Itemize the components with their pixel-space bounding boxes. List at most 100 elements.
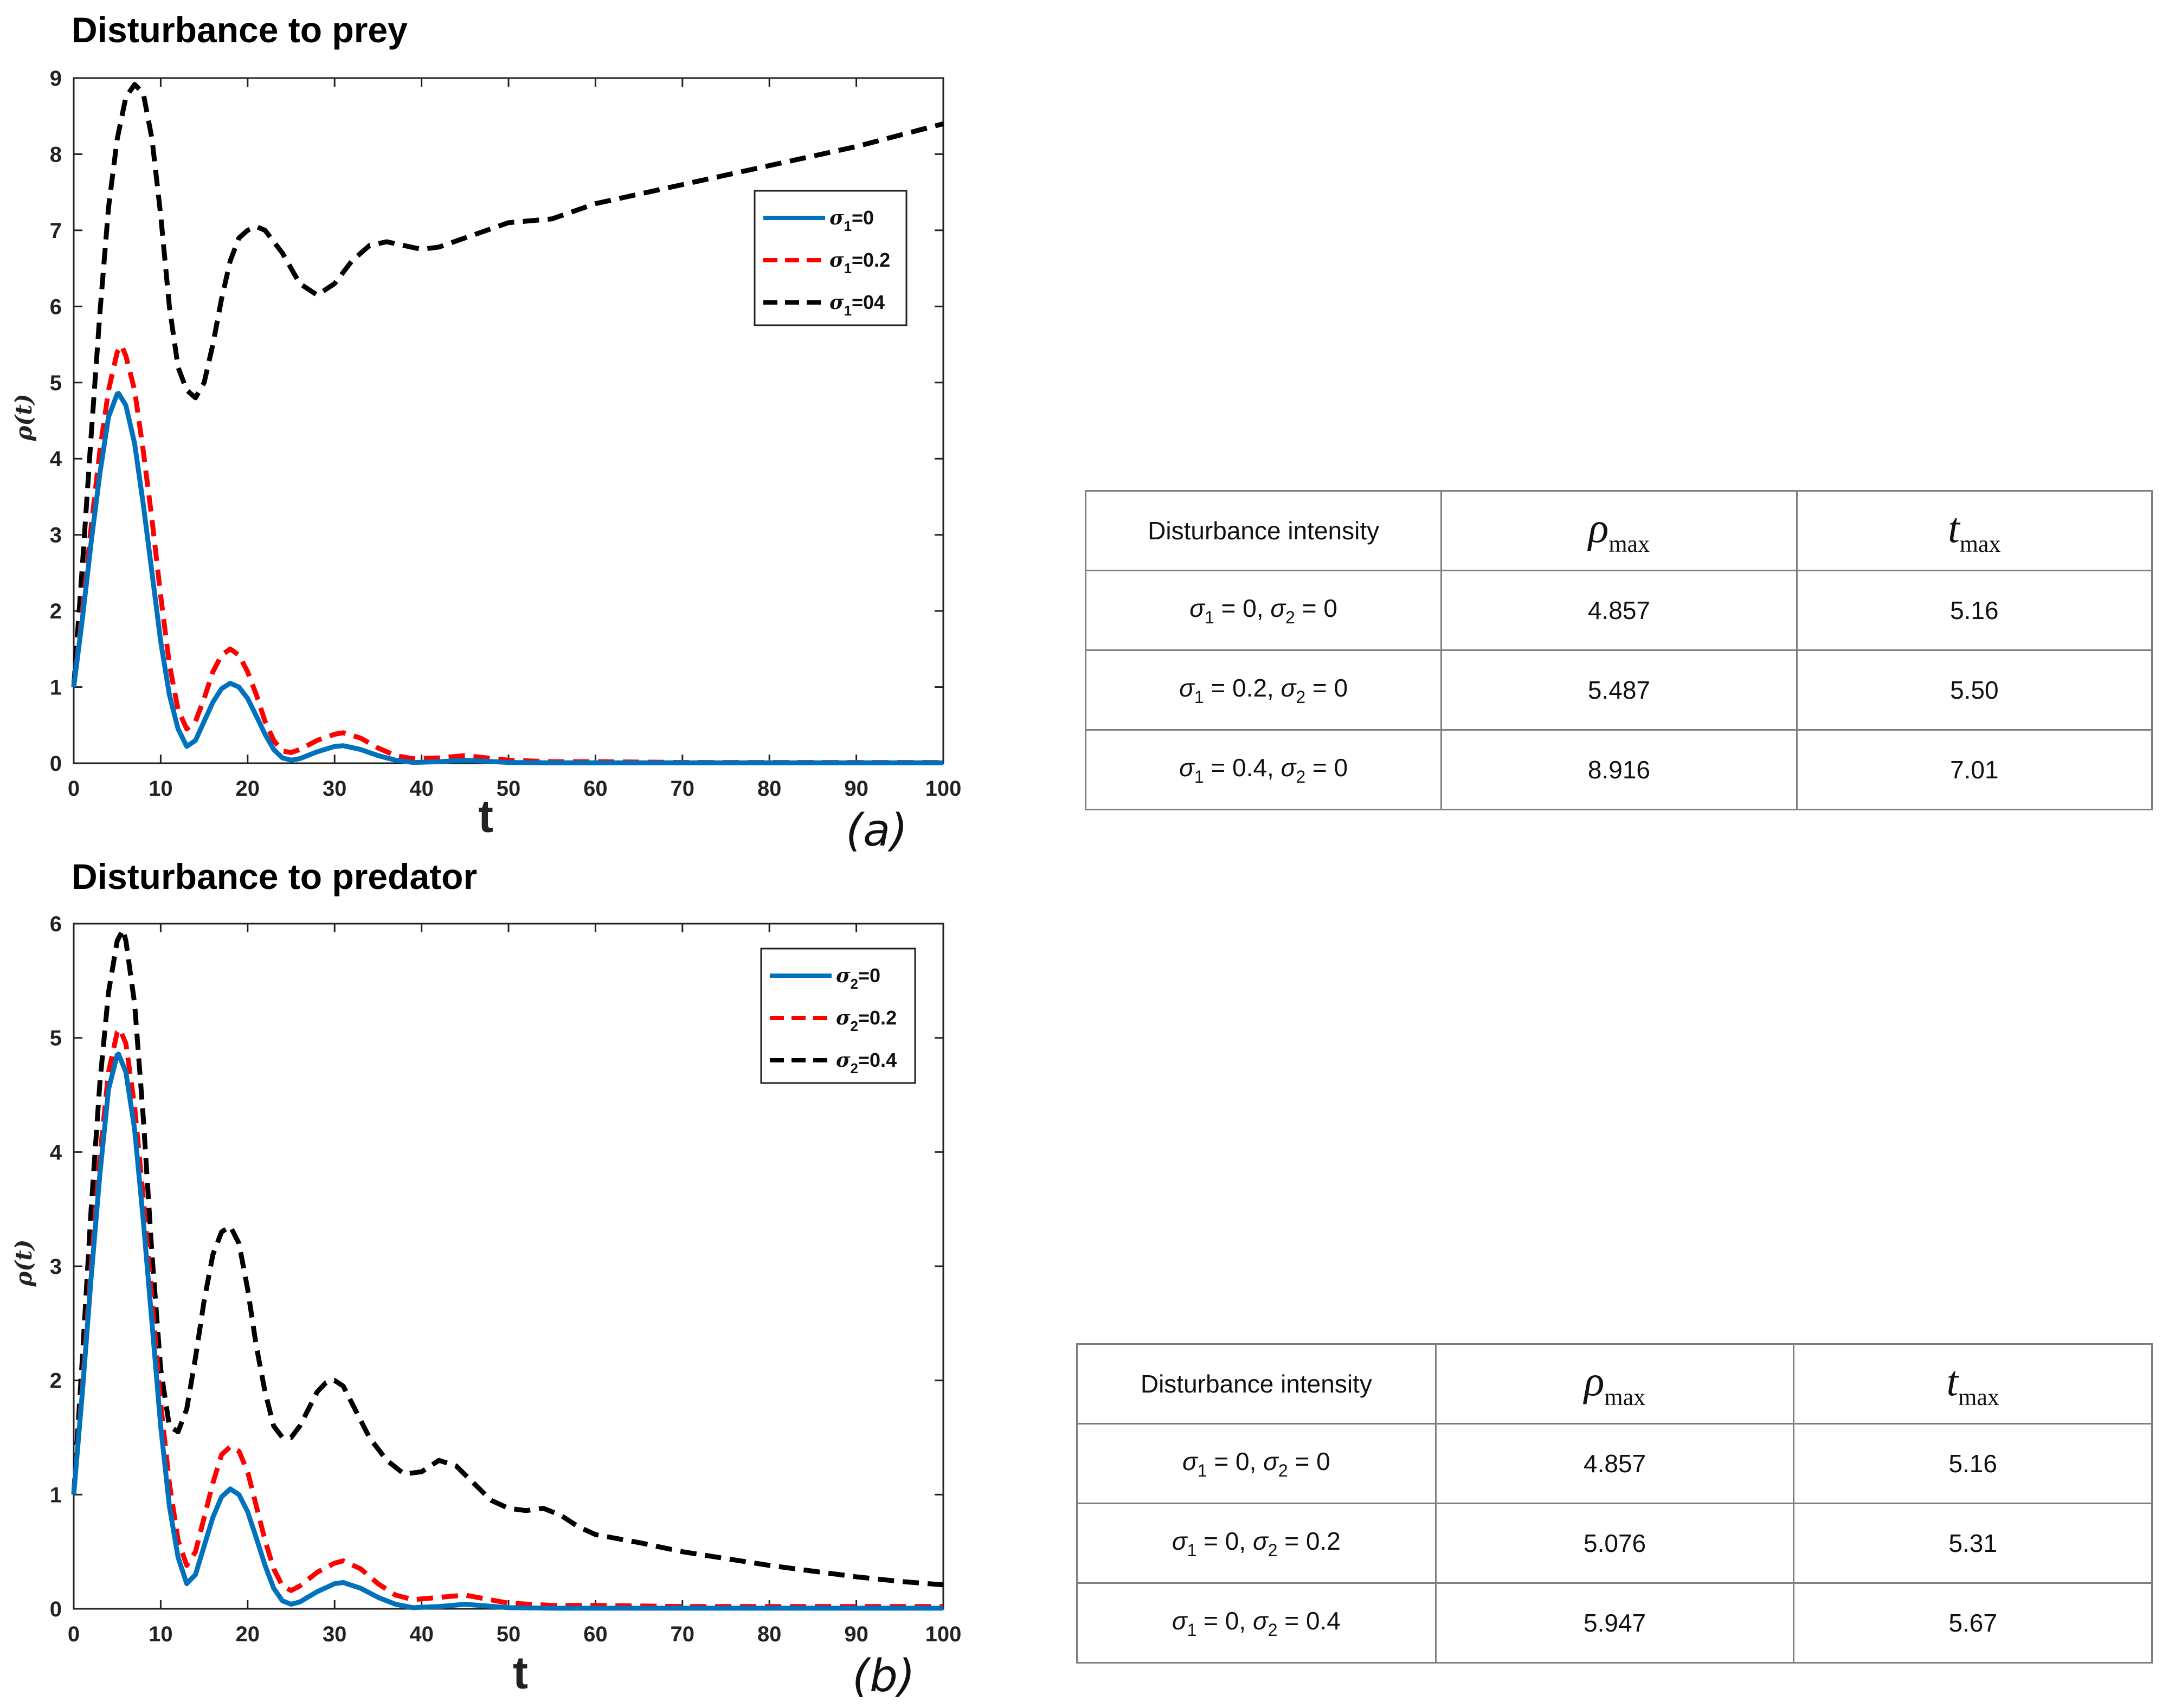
intensity-cell: σ1 = 0, σ2 = 0	[1084, 570, 1443, 651]
chart-prey: Disturbance to prey 0 10 20 30 40 50 60 70 80 90 1…	[10, 10, 961, 856]
x-tick-label: 100	[925, 777, 962, 801]
chart-title-prey: Disturbance to prey	[72, 10, 408, 50]
y-tick-label: 2	[50, 600, 62, 623]
axis-ticks-predator: 0 10 20 30 40 50 60 70 80 90 100 0 1 2 3 4 5 6	[50, 912, 962, 1646]
panel-label-b: (b)	[852, 1651, 915, 1702]
plot-area-prey	[73, 77, 944, 764]
y-tick-label: 5	[50, 371, 62, 395]
header-disturbance-intensity: Disturbance intensity	[1084, 490, 1443, 571]
y-axis-label-predator: ρ(t)	[10, 1239, 37, 1287]
rho-max-cell: 5.076	[1434, 1503, 1795, 1584]
results-table-prey: Disturbance intensity ρmax tmax σ1 = 0, …	[1084, 490, 2153, 810]
y-tick-label: 5	[50, 1027, 62, 1050]
results-table-predator: Disturbance intensity ρmax tmax σ1 = 0, …	[1076, 1343, 2153, 1664]
t-max-cell: 5.16	[1793, 1423, 2153, 1504]
series-line-1	[71, 343, 943, 765]
t-max-cell: 5.31	[1793, 1503, 2153, 1584]
chart-predator: Disturbance to predator 0 10 20 30 40 50 60 70 8…	[10, 856, 961, 1702]
x-tick-label: 50	[497, 777, 521, 801]
y-tick-label: 8	[50, 143, 62, 166]
legend-prey: σ1=0 σ1=0.2 σ1=04	[754, 190, 908, 326]
y-tick-label: 0	[50, 1597, 62, 1621]
y-tick-label: 1	[50, 1483, 62, 1507]
series-lines-predator	[71, 927, 944, 1611]
y-axis-label-prey: ρ(t)	[10, 394, 37, 441]
y-tick-label: 7	[50, 219, 62, 243]
x-tick-label: 40	[409, 777, 434, 801]
legend-box-predator	[760, 948, 916, 1084]
x-tick-label: 80	[757, 777, 782, 801]
header-rho-max: ρmax	[1434, 1343, 1795, 1425]
rho-max-cell: 5.947	[1434, 1582, 1795, 1664]
table-row: σ1 = 0, σ2 = 0 4.857 5.16	[1084, 570, 2153, 651]
x-tick-label: 100	[925, 1622, 962, 1646]
header-rho-max: ρmax	[1440, 490, 1798, 571]
x-tick-label: 10	[149, 1622, 173, 1646]
table-row: σ1 = 0, σ2 = 0.4 5.947 5.67	[1076, 1582, 2153, 1664]
rho-max-cell: 8.916	[1440, 729, 1798, 810]
y-tick-label: 4	[50, 447, 62, 471]
x-tick-label: 60	[583, 777, 608, 801]
x-tick-label: 90	[844, 777, 868, 801]
x-tick-label: 10	[149, 777, 173, 801]
y-tick-label: 3	[50, 1255, 62, 1279]
chart-title-predator: Disturbance to predator	[72, 856, 477, 897]
table-header-row: Disturbance intensity ρmax tmax	[1084, 490, 2153, 571]
series-line-2	[71, 82, 944, 687]
series-lines-prey	[71, 82, 944, 765]
y-tick-label: 1	[50, 676, 62, 700]
rho-max-cell: 4.857	[1440, 570, 1798, 651]
series-line-0	[71, 391, 943, 765]
intensity-cell: σ1 = 0, σ2 = 0.4	[1076, 1582, 1437, 1664]
y-tick-label: 4	[50, 1140, 62, 1164]
x-tick-label: 30	[323, 777, 347, 801]
y-tick-label: 0	[50, 752, 62, 776]
table-row: σ1 = 0, σ2 = 0.2 5.076 5.31	[1076, 1503, 2153, 1584]
x-tick-label: 20	[236, 1622, 260, 1646]
legend-label-1: σ2=0.2	[836, 1007, 897, 1034]
x-tick-label: 60	[583, 1622, 608, 1646]
rho-max-cell: 5.487	[1440, 649, 1798, 731]
x-tick-label: 30	[323, 1622, 347, 1646]
x-tick-label: 70	[671, 1622, 695, 1646]
t-max-cell: 5.67	[1793, 1582, 2153, 1664]
intensity-cell: σ1 = 0, σ2 = 0.2	[1076, 1503, 1437, 1584]
x-tick-label: 70	[671, 777, 695, 801]
y-tick-label: 3	[50, 524, 62, 547]
y-tick-label: 9	[50, 67, 62, 91]
y-tick-label: 6	[50, 295, 62, 319]
x-tick-label: 20	[236, 777, 260, 801]
x-tick-label: 0	[68, 777, 80, 801]
series-line-2	[71, 927, 944, 1588]
intensity-cell: σ1 = 0.2, σ2 = 0	[1084, 649, 1443, 731]
y-tick-label: 2	[50, 1369, 62, 1393]
legend-box-prey	[754, 190, 908, 326]
header-t-max: tmax	[1793, 1343, 2153, 1425]
table-row: σ1 = 0, σ2 = 0 4.857 5.16	[1076, 1423, 2153, 1504]
intensity-cell: σ1 = 0, σ2 = 0	[1076, 1423, 1437, 1504]
x-axis-label-predator: t	[513, 1647, 528, 1698]
t-max-cell: 5.16	[1796, 570, 2153, 651]
header-t-max: tmax	[1796, 490, 2153, 571]
intensity-cell: σ1 = 0.4, σ2 = 0	[1084, 729, 1443, 810]
header-disturbance-intensity: Disturbance intensity	[1076, 1343, 1437, 1425]
y-tick-label: 6	[50, 912, 62, 936]
axis-ticks-prey: 0 10 20 30 40 50 60 70 80 90 100 0 1 2 3 4 5 6 7 8 9	[50, 67, 962, 801]
t-max-cell: 7.01	[1796, 729, 2153, 810]
x-tick-label: 40	[409, 1622, 434, 1646]
table-header-row: Disturbance intensity ρmax tmax	[1076, 1343, 2153, 1425]
legend-label-0: σ2=0	[836, 964, 880, 992]
series-line-0	[71, 1052, 943, 1611]
table-row: σ1 = 0.4, σ2 = 0 8.916 7.01	[1084, 729, 2153, 810]
table-row: σ1 = 0.2, σ2 = 0 5.487 5.50	[1084, 649, 2153, 731]
legend-label-2: σ1=04	[829, 291, 885, 319]
rho-max-cell: 4.857	[1434, 1423, 1795, 1504]
legend-label-1: σ1=0.2	[829, 249, 890, 276]
t-max-cell: 5.50	[1796, 649, 2153, 731]
x-tick-label: 0	[68, 1622, 80, 1646]
x-tick-label: 90	[844, 1622, 868, 1646]
legend-label-0: σ1=0	[829, 207, 874, 234]
legend-label-2: σ2=0.4	[836, 1049, 897, 1077]
panel-label-a: (a)	[846, 805, 908, 856]
